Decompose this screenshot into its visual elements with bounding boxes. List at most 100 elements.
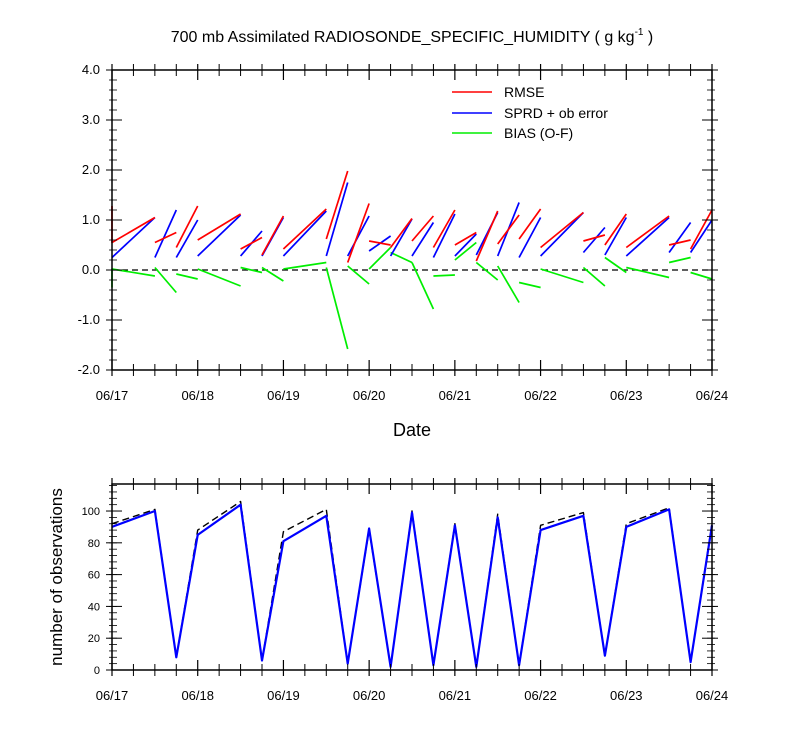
series-rmse-segment [625,215,670,249]
series-rmse-segment [540,211,584,249]
chart-title-main: 700 mb Assimilated RADIOSONDE_SPECIFIC_H… [171,29,635,46]
bottom-y-tick-label: 20 [88,633,100,645]
top-x-tick-label: 06/20 [353,388,386,403]
series-sprd-segment [668,222,692,253]
top-chart-y-tick-labels: -2.0 -1.0 0.0 1.0 2.0 3.0 4.0 [78,62,100,377]
series-sprd-segment [111,216,156,259]
bottom-x-tick-label: 06/19 [267,688,300,703]
chart-title-superscript: -1 [635,27,644,38]
series-sprd-segment [689,219,713,253]
series-rmse-segment [197,213,242,241]
series-bias-segment [283,261,327,270]
series-rmse-segment [325,170,349,240]
series-bias-segment [154,266,177,294]
series-rmse-segment [454,231,477,246]
bottom-chart-x-tick-labels: 06/17 06/18 06/19 06/20 06/21 06/22 06/23 06/24 [96,688,729,703]
series-rmse-segment [175,205,199,248]
series-count_total [111,500,713,668]
series-sprd-segment [454,233,477,257]
top-chart-x-tick-labels: 06/17 06/18 06/19 06/20 06/21 06/22 06/23 06/24 [96,388,729,403]
series-rmse-segment [583,234,606,242]
series-bias-segment [604,256,627,274]
top-y-tick-label: 4.0 [82,62,100,77]
top-y-tick-label: 3.0 [82,112,100,127]
bottom-chart-ticks [106,478,718,676]
series-count_used [111,503,714,668]
top-chart-series [111,170,713,350]
top-y-tick-label: -2.0 [78,362,100,377]
series-sprd-segment [582,226,606,254]
series-sprd-segment [411,222,435,257]
top-y-tick-label: 2.0 [82,162,100,177]
top-y-tick-label: 0.0 [82,262,100,277]
series-bias-segment [518,281,541,289]
top-y-tick-label: 1.0 [82,212,100,227]
series-bias-segment [347,265,370,285]
series-bias-segment [176,273,198,280]
series-bias-segment [261,266,284,282]
series-rmse-segment [282,208,327,250]
series-rmse-segment [240,236,263,250]
series-bias-segment [540,268,584,284]
bottom-y-tick-label: 40 [88,601,100,613]
series-rmse-segment [475,210,499,262]
series-rmse-segment [604,213,627,246]
bottom-x-tick-label: 06/17 [96,688,129,703]
series-sprd-segment [432,213,456,258]
series-sprd-segment [282,210,327,257]
chart-title-end: ) [643,29,653,46]
legend-bias-label: BIAS (O-F) [504,125,573,141]
top-x-tick-label: 06/22 [524,388,557,403]
top-x-tick-label: 06/18 [181,388,214,403]
series-bias-segment [325,267,349,350]
series-bias-segment [475,261,499,281]
chart-title: 700 mb Assimilated RADIOSONDE_SPECIFIC_H… [171,27,654,46]
series-rmse-segment [154,231,177,244]
series-rmse-segment [389,217,413,249]
series-sprd-segment [154,209,178,258]
bottom-x-tick-label: 06/21 [439,688,472,703]
legend: RMSE SPRD + ob error BIAS (O-F) [452,84,608,141]
x-axis-label: Date [393,420,431,440]
top-chart: -2.0-1.00.01.02.03.04.0 06/17 06/18 06/19 0… [78,62,729,440]
series-bias-segment [626,266,670,279]
top-x-tick-label: 06/23 [610,388,643,403]
series-bias-segment [582,266,606,287]
legend-rmse-label: RMSE [504,84,544,100]
top-x-tick-label: 06/21 [439,388,472,403]
bottom-y-tick-label: 0 [94,665,100,677]
bottom-x-tick-label: 06/18 [181,688,214,703]
top-x-tick-label: 06/24 [696,388,729,403]
legend-sprd-label: SPRD + ob error [504,105,608,121]
series-sprd-segment [539,211,585,257]
series-bias-segment [690,271,713,280]
bottom-x-tick-label: 06/23 [610,688,643,703]
series-rmse-segment [497,214,520,245]
series-bias-segment [390,251,413,264]
bottom-y-tick-label: 80 [88,538,100,550]
bottom-x-tick-label: 06/20 [353,688,386,703]
series-sprd-segment [175,219,199,258]
series-sprd-segment [346,215,370,257]
bottom-chart-y-tick-labels: 0 20 40 60 80 100 [82,506,100,677]
bottom-x-tick-label: 06/22 [524,688,557,703]
bottom-chart-series [111,500,714,668]
series-rmse-segment [411,215,435,242]
bottom-x-tick-label: 06/24 [696,688,729,703]
series-rmse-segment [668,239,691,246]
series-rmse-segment [432,209,456,248]
series-sprd-segment [604,217,628,256]
series-bias-segment [454,241,477,261]
series-bias-segment [240,266,263,274]
top-y-tick-label: -1.0 [78,312,100,327]
top-x-tick-label: 06/19 [267,388,300,403]
series-sprd-segment [625,216,670,257]
series-bias-segment [368,246,392,270]
series-bias-segment [111,268,156,288]
series-bias-segment [668,256,691,264]
bottom-y-tick-label: 60 [88,570,100,582]
series-bias-segment [433,274,455,277]
series-rmse-segment [689,209,713,250]
series-sprd-segment [325,182,349,257]
